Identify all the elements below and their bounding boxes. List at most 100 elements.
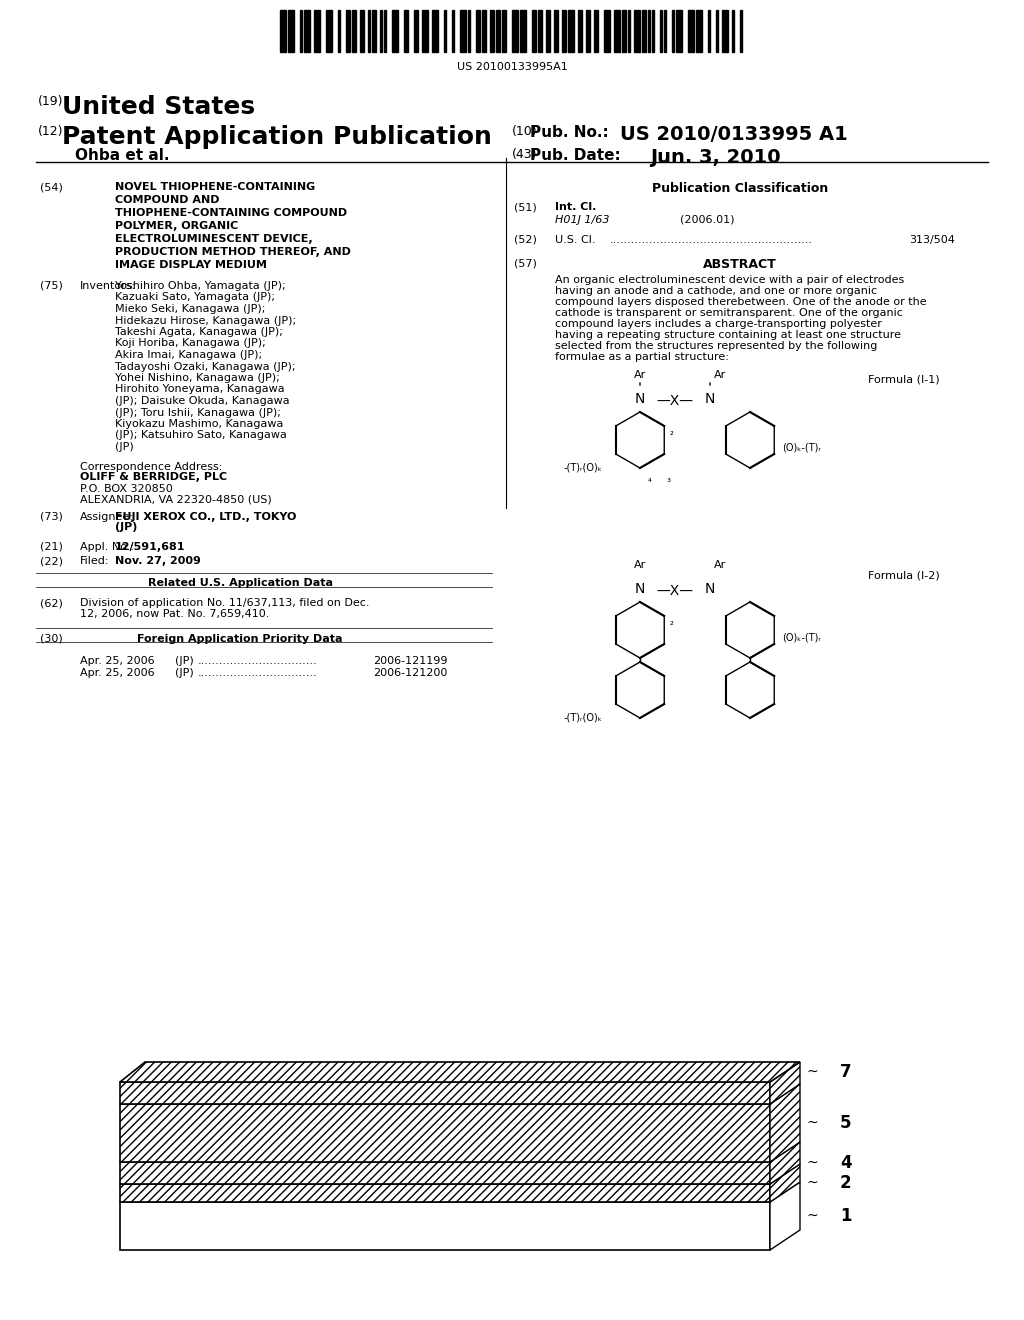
Text: 12/591,681: 12/591,681: [115, 541, 185, 552]
Text: Ar: Ar: [634, 560, 646, 570]
Text: ~: ~: [807, 1176, 818, 1191]
Text: (43): (43): [512, 148, 538, 161]
Bar: [660, 11, 662, 51]
Bar: [432, 11, 438, 51]
Text: -(T)ᵣ(O)ₖ: -(T)ᵣ(O)ₖ: [563, 713, 602, 723]
Text: An organic electroluminescent device with a pair of electrodes: An organic electroluminescent device wit…: [555, 275, 904, 285]
Text: Akira Imai, Kanagawa (JP);: Akira Imai, Kanagawa (JP);: [115, 350, 262, 360]
Text: formulae as a partial structure:: formulae as a partial structure:: [555, 352, 729, 362]
Text: (54): (54): [40, 182, 62, 191]
Text: —X—: —X—: [656, 393, 693, 408]
Bar: [120, 1184, 770, 1203]
Bar: [604, 11, 610, 51]
Text: Nov. 27, 2009: Nov. 27, 2009: [115, 557, 201, 566]
Text: Appl. No.:: Appl. No.:: [80, 541, 134, 552]
Text: ~: ~: [807, 1065, 818, 1078]
Text: (62): (62): [40, 598, 62, 609]
Bar: [568, 11, 574, 51]
Text: Correspondence Address:: Correspondence Address:: [80, 462, 222, 471]
Bar: [304, 11, 310, 51]
Text: (22): (22): [40, 557, 63, 566]
Bar: [338, 11, 340, 51]
Bar: [372, 11, 376, 51]
Text: US 2010/0133995 A1: US 2010/0133995 A1: [620, 125, 848, 144]
Text: Division of application No. 11/637,113, filed on Dec.: Division of application No. 11/637,113, …: [80, 598, 370, 609]
Text: ABSTRACT: ABSTRACT: [703, 257, 777, 271]
Text: Formula (I-2): Formula (I-2): [868, 570, 940, 579]
Text: U.S. Cl.: U.S. Cl.: [555, 235, 596, 246]
Bar: [708, 11, 710, 51]
Text: (30): (30): [40, 634, 62, 644]
Bar: [460, 11, 466, 51]
Text: (O)ₖ-(T)ᵣ: (O)ₖ-(T)ᵣ: [782, 634, 821, 643]
Text: ~: ~: [807, 1115, 818, 1130]
Bar: [482, 11, 486, 51]
Text: 1: 1: [840, 1206, 852, 1225]
Text: (21): (21): [40, 541, 62, 552]
Text: Formula (I-1): Formula (I-1): [868, 375, 940, 385]
Text: 2006-121200: 2006-121200: [373, 668, 447, 678]
Text: ₂: ₂: [670, 426, 674, 437]
Bar: [672, 11, 674, 51]
Bar: [288, 11, 294, 51]
Text: 5: 5: [840, 1114, 852, 1133]
Bar: [614, 11, 620, 51]
Bar: [732, 11, 734, 51]
Bar: [532, 11, 536, 51]
Text: N: N: [705, 392, 715, 407]
Text: Jun. 3, 2010: Jun. 3, 2010: [650, 148, 780, 168]
Text: Related U.S. Application Data: Related U.S. Application Data: [147, 578, 333, 589]
Bar: [346, 11, 350, 51]
Bar: [642, 11, 646, 51]
Text: N: N: [635, 392, 645, 407]
Bar: [578, 11, 582, 51]
Bar: [696, 11, 702, 51]
Polygon shape: [770, 1063, 800, 1104]
Text: (75): (75): [40, 281, 62, 290]
Text: ELECTROLUMINESCENT DEVICE,: ELECTROLUMINESCENT DEVICE,: [115, 234, 312, 244]
Bar: [502, 11, 506, 51]
Text: 4: 4: [840, 1154, 852, 1172]
Bar: [512, 11, 518, 51]
Text: Inventors:: Inventors:: [80, 281, 136, 290]
Bar: [120, 1082, 770, 1104]
Bar: [120, 1203, 770, 1250]
Text: Yoshihiro Ohba, Yamagata (JP);: Yoshihiro Ohba, Yamagata (JP);: [115, 281, 286, 290]
Text: Kiyokazu Mashimo, Kanagawa: Kiyokazu Mashimo, Kanagawa: [115, 418, 284, 429]
Bar: [404, 11, 408, 51]
Bar: [314, 11, 319, 51]
Bar: [490, 11, 494, 51]
Text: Ar: Ar: [714, 560, 726, 570]
Text: selected from the structures represented by the following: selected from the structures represented…: [555, 341, 878, 351]
Text: (2006.01): (2006.01): [680, 215, 734, 224]
Text: IMAGE DISPLAY MEDIUM: IMAGE DISPLAY MEDIUM: [115, 260, 267, 271]
Bar: [562, 11, 566, 51]
Text: 2: 2: [840, 1173, 852, 1192]
Text: FUJI XEROX CO., LTD., TOKYO: FUJI XEROX CO., LTD., TOKYO: [115, 511, 296, 521]
Bar: [414, 11, 418, 51]
Text: P.O. BOX 320850: P.O. BOX 320850: [80, 483, 173, 494]
Bar: [392, 11, 398, 51]
Text: compound layers disposed therebetween. One of the anode or the: compound layers disposed therebetween. O…: [555, 297, 927, 308]
Bar: [594, 11, 598, 51]
Text: N: N: [705, 582, 715, 597]
Bar: [622, 11, 626, 51]
Bar: [120, 1104, 770, 1162]
Text: Hidekazu Hirose, Kanagawa (JP);: Hidekazu Hirose, Kanagawa (JP);: [115, 315, 296, 326]
Text: Int. Cl.: Int. Cl.: [555, 202, 596, 213]
Bar: [368, 11, 370, 51]
Text: (JP): (JP): [175, 668, 194, 678]
Bar: [380, 11, 382, 51]
Bar: [586, 11, 590, 51]
Text: US 20100133995A1: US 20100133995A1: [457, 62, 567, 73]
Bar: [352, 11, 356, 51]
Text: (JP): (JP): [115, 523, 137, 532]
Text: ₄: ₄: [648, 474, 652, 484]
Text: (O)ₖ-(T)ᵣ: (O)ₖ-(T)ᵣ: [782, 444, 821, 453]
Text: ₂: ₂: [670, 616, 674, 627]
Bar: [476, 11, 480, 51]
Text: N: N: [635, 582, 645, 597]
Bar: [452, 11, 454, 51]
Text: ........................................................: ........................................…: [610, 235, 813, 246]
Polygon shape: [120, 1063, 800, 1082]
